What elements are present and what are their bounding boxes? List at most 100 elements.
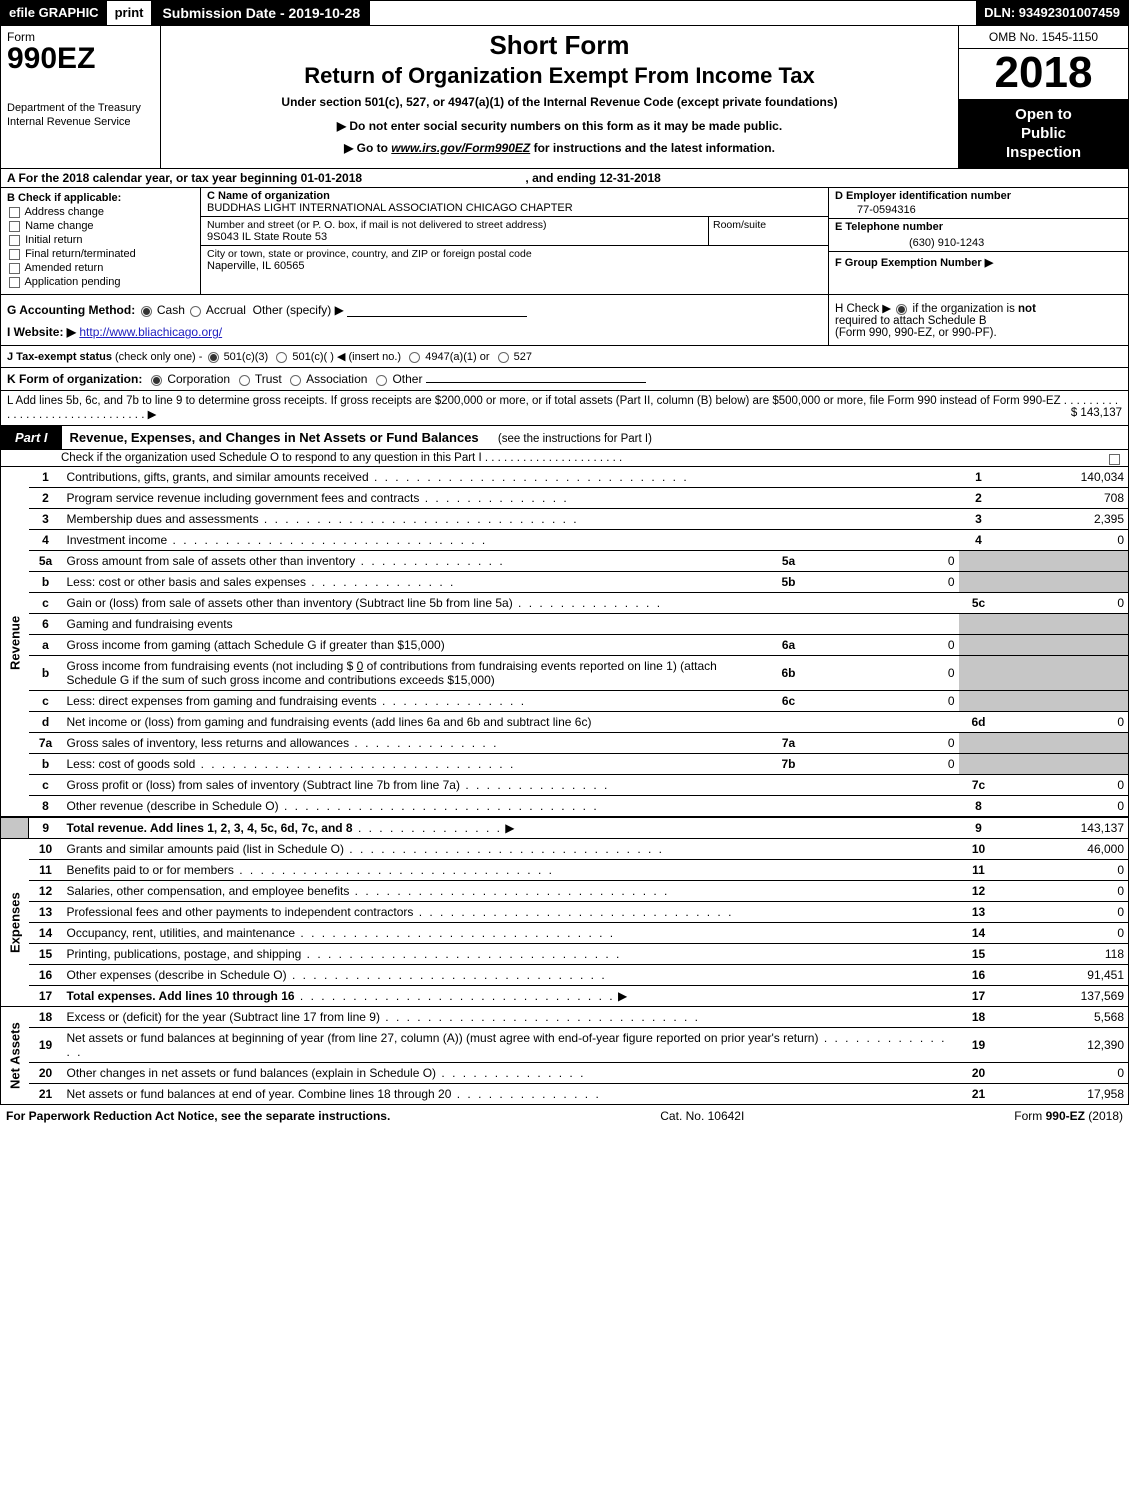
radio-trust[interactable]	[239, 375, 250, 386]
group-exemption: F Group Exemption Number ▶	[829, 252, 1128, 273]
line-1: Revenue 1 Contributions, gifts, grants, …	[1, 467, 1129, 488]
cb-name-change[interactable]: Name change	[7, 220, 194, 232]
radio-527[interactable]	[498, 352, 509, 363]
line-6: 6 Gaming and fundraising events	[1, 614, 1129, 635]
radio-4947[interactable]	[409, 352, 420, 363]
radio-other[interactable]	[376, 375, 387, 386]
radio-accrual[interactable]	[190, 306, 201, 317]
line-7a: 7a Gross sales of inventory, less return…	[1, 733, 1129, 754]
radio-501c3[interactable]	[208, 352, 219, 363]
line-14: 14 Occupancy, rent, utilities, and maint…	[1, 923, 1129, 944]
short-form-title: Short Form	[169, 30, 950, 61]
line-15: 15 Printing, publications, postage, and …	[1, 944, 1129, 965]
line-5b: b Less: cost or other basis and sales ex…	[1, 572, 1129, 593]
ein-val: 77-0594316	[829, 204, 1128, 219]
side-netassets: Net Assets	[1, 1007, 29, 1105]
omb-number: OMB No. 1545-1150	[959, 26, 1128, 49]
cb-address-change[interactable]: Address change	[7, 206, 194, 218]
footer-left: For Paperwork Reduction Act Notice, see …	[6, 1109, 390, 1123]
radio-h-check[interactable]	[896, 304, 907, 315]
dln-label: DLN: 93492301007459	[976, 1, 1128, 25]
side-revenue: Revenue	[1, 467, 29, 817]
line-3: 3 Membership dues and assessments 3 2,39…	[1, 509, 1129, 530]
line-6c: c Less: direct expenses from gaming and …	[1, 691, 1129, 712]
dept-treasury: Department of the Treasury	[7, 102, 154, 114]
ein-lbl: D Employer identification number	[829, 188, 1128, 204]
cb-amended-return[interactable]: Amended return	[7, 262, 194, 274]
header-left: Form 990EZ Department of the Treasury In…	[1, 26, 161, 168]
header-mid: Short Form Return of Organization Exempt…	[161, 26, 958, 168]
goto-link[interactable]: www.irs.gov/Form990EZ	[391, 141, 530, 155]
line-11: 11 Benefits paid to or for members 11 0	[1, 860, 1129, 881]
row-a-prefix: A For the 2018 calendar year, or tax yea…	[7, 171, 301, 185]
cb-final-return[interactable]: Final return/terminated	[7, 248, 194, 260]
goto-suffix: for instructions and the latest informat…	[530, 141, 775, 155]
row-g: G Accounting Method: Cash Accrual Other …	[1, 295, 828, 321]
tel-lbl: E Telephone number	[829, 219, 1128, 235]
other-specify-input[interactable]	[347, 316, 527, 317]
goto-prefix: ▶ Go to	[344, 141, 391, 155]
j-note: (check only one) -	[115, 351, 205, 363]
open-to-public: Open to Public Inspection	[959, 100, 1128, 168]
org-name-lbl: C Name of organization	[207, 190, 822, 202]
h-t3: required to attach Schedule B	[835, 315, 987, 327]
k-other-input[interactable]	[426, 382, 646, 383]
row-h: H Check ▶ if the organization is not req…	[828, 295, 1128, 345]
line-5a: 5a Gross amount from sale of assets othe…	[1, 551, 1129, 572]
radio-corp[interactable]	[151, 375, 162, 386]
row-ghi: G Accounting Method: Cash Accrual Other …	[0, 295, 1129, 346]
org-name-val: BUDDHAS LIGHT INTERNATIONAL ASSOCIATION …	[207, 202, 822, 214]
efile-label: efile GRAPHIC	[1, 1, 107, 25]
form-header: Form 990EZ Department of the Treasury In…	[0, 26, 1129, 169]
spacer	[370, 1, 976, 25]
city-block: City or town, state or province, country…	[201, 246, 828, 274]
col-c: C Name of organization BUDDHAS LIGHT INT…	[201, 188, 828, 294]
k-lbl: K Form of organization:	[7, 372, 142, 386]
addr-row: Number and street (or P. O. box, if mail…	[201, 217, 828, 246]
line-13: 13 Professional fees and other payments …	[1, 902, 1129, 923]
return-title: Return of Organization Exempt From Incom…	[169, 63, 950, 89]
org-name-block: C Name of organization BUDDHAS LIGHT INT…	[201, 188, 828, 217]
check-o-text: Check if the organization used Schedule …	[61, 452, 622, 464]
cb-application-pending[interactable]: Application pending	[7, 276, 194, 288]
line-16: 16 Other expenses (describe in Schedule …	[1, 965, 1129, 986]
check-o-box[interactable]	[1109, 454, 1120, 465]
line-12: 12 Salaries, other compensation, and emp…	[1, 881, 1129, 902]
line-5c: c Gain or (loss) from sale of assets oth…	[1, 593, 1129, 614]
row-k: K Form of organization: Corporation Trus…	[0, 368, 1129, 391]
row-a-tax-year: A For the 2018 calendar year, or tax yea…	[0, 169, 1129, 188]
radio-501c[interactable]	[276, 352, 287, 363]
radio-cash[interactable]	[141, 306, 152, 317]
grp-lbl: F Group Exemption Number ▶	[835, 257, 993, 269]
h-t2: if the organization is	[909, 303, 1018, 315]
line-4: 4 Investment income 4 0	[1, 530, 1129, 551]
cb-initial-return[interactable]: Initial return	[7, 234, 194, 246]
radio-assoc[interactable]	[290, 375, 301, 386]
form-code: 990EZ	[7, 44, 154, 74]
line-6a: a Gross income from gaming (attach Sched…	[1, 635, 1129, 656]
col-b-header: B Check if applicable:	[7, 192, 194, 204]
header-right: OMB No. 1545-1150 2018 Open to Public In…	[958, 26, 1128, 168]
part1-note: (see the instructions for Part I)	[487, 433, 652, 445]
tax-year: 2018	[959, 49, 1128, 100]
side-expenses: Expenses	[1, 839, 29, 1007]
dept-irs: Internal Revenue Service	[7, 116, 154, 128]
h-t1: H Check ▶	[835, 303, 894, 315]
line-17: 17 Total expenses. Add lines 10 through …	[1, 986, 1129, 1007]
line-6d: d Net income or (loss) from gaming and f…	[1, 712, 1129, 733]
part1-table: Revenue 1 Contributions, gifts, grants, …	[0, 467, 1129, 1105]
i-lbl: I Website: ▶	[7, 325, 76, 339]
page-footer: For Paperwork Reduction Act Notice, see …	[0, 1105, 1129, 1127]
website-link[interactable]: http://www.bliachicago.org/	[79, 325, 222, 339]
city-lbl: City or town, state or province, country…	[207, 248, 822, 260]
row-i: I Website: ▶ http://www.bliachicago.org/	[1, 321, 828, 343]
line-6b: b Gross income from fundraising events (…	[1, 656, 1129, 691]
print-button[interactable]: print	[107, 1, 153, 25]
j-lbl: J Tax-exempt status	[7, 351, 112, 363]
line-10: Expenses 10 Grants and similar amounts p…	[1, 839, 1129, 860]
g-lbl: G Accounting Method:	[7, 303, 135, 317]
h-t4: (Form 990, 990-EZ, or 990-PF).	[835, 327, 997, 339]
line-8: 8 Other revenue (describe in Schedule O)…	[1, 796, 1129, 818]
top-bar: efile GRAPHIC print Submission Date - 20…	[0, 0, 1129, 26]
addr-val: 9S043 IL State Route 53	[207, 231, 702, 243]
